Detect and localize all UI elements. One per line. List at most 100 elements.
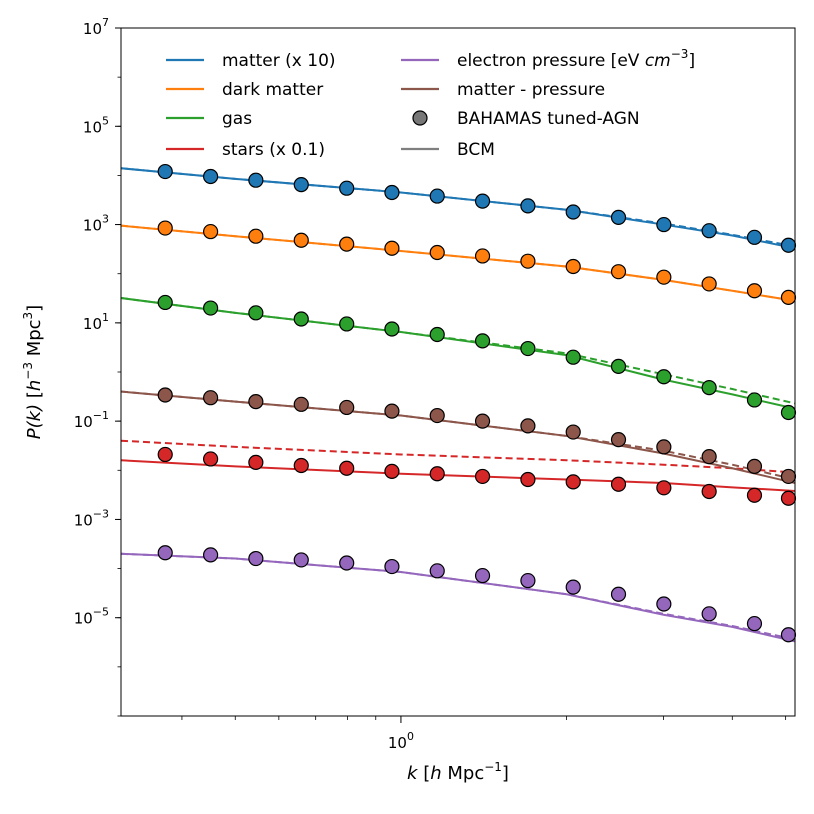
data-point-gas: [157, 294, 173, 311]
axis-ticks: 10−5 10−3 10−1 101 103 105 107 100: [74, 16, 787, 752]
data-point-electron-pressure-ev-cm: [656, 596, 672, 612]
data-point-matter-x-10: [429, 188, 445, 204]
data-point-dark-matter: [293, 232, 309, 248]
data-point-gas: [429, 326, 445, 343]
legend-label-matter-pressure: matter - pressure: [457, 80, 605, 100]
data-point-stars-x-0-1: [293, 457, 309, 474]
data-point-dark-matter: [746, 283, 763, 299]
data-point-electron-pressure-ev-cm: [384, 558, 400, 575]
data-point-stars-x-0-1: [701, 483, 717, 500]
data-point-dark-matter: [339, 236, 355, 252]
data-point-stars-x-0-1: [339, 460, 355, 476]
data-point-gas: [339, 316, 355, 332]
data-point-matter-pressure: [293, 396, 309, 412]
y-tick-label: 107: [83, 16, 109, 38]
series-dashed-electron-pressure-ev-cm: [120, 552, 796, 641]
y-tick-label: 105: [83, 114, 109, 136]
data-point-matter-x-10: [293, 177, 309, 193]
data-point-stars-x-0-1: [429, 466, 445, 482]
data-point-matter-pressure: [701, 448, 717, 465]
data-point-gas: [293, 311, 309, 327]
data-point-matter-x-10: [248, 172, 264, 188]
data-point-stars-x-0-1: [520, 471, 536, 488]
data-point-gas: [610, 358, 627, 374]
series-line-matter-x-10: [120, 167, 796, 250]
data-point-dark-matter: [384, 240, 400, 256]
data-point-electron-pressure-ev-cm: [701, 606, 717, 622]
legend-label-dark-matter: dark matter: [222, 80, 323, 100]
data-point-matter-x-10: [384, 184, 400, 201]
legend-label-bahamas-tuned-agn: BAHAMAS tuned-AGN: [457, 109, 640, 129]
data-point-gas: [520, 340, 536, 357]
data-point-gas: [565, 349, 581, 365]
plot-frame: [120, 27, 796, 717]
series-line-stars-x-0-1: [120, 459, 796, 492]
legend-label-matter-x-10: matter (x 10): [222, 51, 336, 71]
series-dashed-gas: [120, 297, 796, 405]
data-point-dark-matter: [656, 269, 672, 285]
data-point-matter-pressure: [656, 439, 672, 455]
x-axis-label: k [h Mpc−1]: [407, 760, 509, 784]
data-point-electron-pressure-ev-cm: [429, 563, 445, 579]
data-point-matter-x-10: [474, 193, 491, 209]
data-point-matter-pressure: [565, 424, 581, 440]
data-point-matter-x-10: [610, 209, 627, 225]
legend-marker-bahamas-tuned-agn: [412, 110, 428, 126]
data-point-dark-matter: [474, 248, 491, 264]
data-point-matter-pressure: [520, 418, 536, 434]
data-point-matter-pressure: [384, 403, 400, 419]
data-point-stars-x-0-1: [780, 490, 797, 506]
data-point-stars-x-0-1: [157, 446, 173, 463]
data-point-matter-pressure: [339, 399, 355, 416]
data-point-gas: [746, 392, 763, 408]
data-point-gas: [203, 300, 219, 316]
legend: matter (x 10) dark matter gas stars (x 0.1)…: [166, 47, 695, 160]
data-point-gas: [474, 333, 491, 349]
data-point-electron-pressure-ev-cm: [157, 545, 173, 561]
legend-label-electron-pressure-ev-cm: electron pressure [eV cm−3]: [457, 47, 695, 71]
data-point-matter-x-10: [656, 216, 672, 233]
data-point-matter-pressure: [157, 387, 173, 403]
data-point-dark-matter: [157, 220, 173, 236]
y-axis-label: P(k) [h−3 Mpc3]: [21, 305, 45, 439]
data-point-stars-x-0-1: [656, 480, 672, 496]
legend-label-stars-x-0-1: stars (x 0.1): [222, 140, 325, 160]
y-tick-label: 10−5: [74, 606, 109, 628]
data-point-matter-pressure: [746, 458, 763, 474]
data-point-dark-matter: [203, 223, 219, 240]
data-point-gas: [780, 404, 797, 421]
data-point-matter-x-10: [701, 223, 717, 239]
data-point-matter-x-10: [339, 180, 355, 196]
data-point-matter-x-10: [565, 204, 581, 220]
data-point-electron-pressure-ev-cm: [203, 547, 219, 563]
data-point-electron-pressure-ev-cm: [293, 552, 309, 568]
x-tick-label: 100: [388, 730, 414, 752]
data-point-electron-pressure-ev-cm: [780, 627, 797, 643]
data-point-matter-x-10: [157, 163, 173, 180]
data-point-matter-pressure: [474, 413, 491, 429]
series-line-dark-matter: [120, 224, 796, 302]
data-point-dark-matter: [780, 289, 797, 305]
data-point-gas: [248, 305, 264, 321]
y-tick-label: 101: [83, 311, 109, 333]
y-tick-label: 10−1: [74, 409, 109, 431]
data-point-matter-x-10: [746, 229, 763, 245]
data-point-dark-matter: [520, 253, 536, 269]
series-dashed-dark-matter: [120, 224, 796, 302]
data-point-matter-pressure: [248, 393, 264, 410]
data-point-dark-matter: [565, 258, 581, 275]
data-point-electron-pressure-ev-cm: [520, 572, 536, 589]
data-point-stars-x-0-1: [384, 463, 400, 479]
data-point-stars-x-0-1: [248, 454, 264, 470]
data-point-electron-pressure-ev-cm: [610, 586, 627, 602]
data-point-stars-x-0-1: [565, 474, 581, 490]
data-point-stars-x-0-1: [203, 451, 219, 467]
data-point-matter-pressure: [610, 432, 627, 448]
data-point-dark-matter: [429, 244, 445, 261]
data-point-stars-x-0-1: [610, 476, 627, 492]
data-point-gas: [701, 380, 717, 396]
data-point-gas: [656, 369, 672, 385]
data-point-electron-pressure-ev-cm: [565, 579, 581, 595]
y-tick-label: 103: [83, 213, 109, 235]
